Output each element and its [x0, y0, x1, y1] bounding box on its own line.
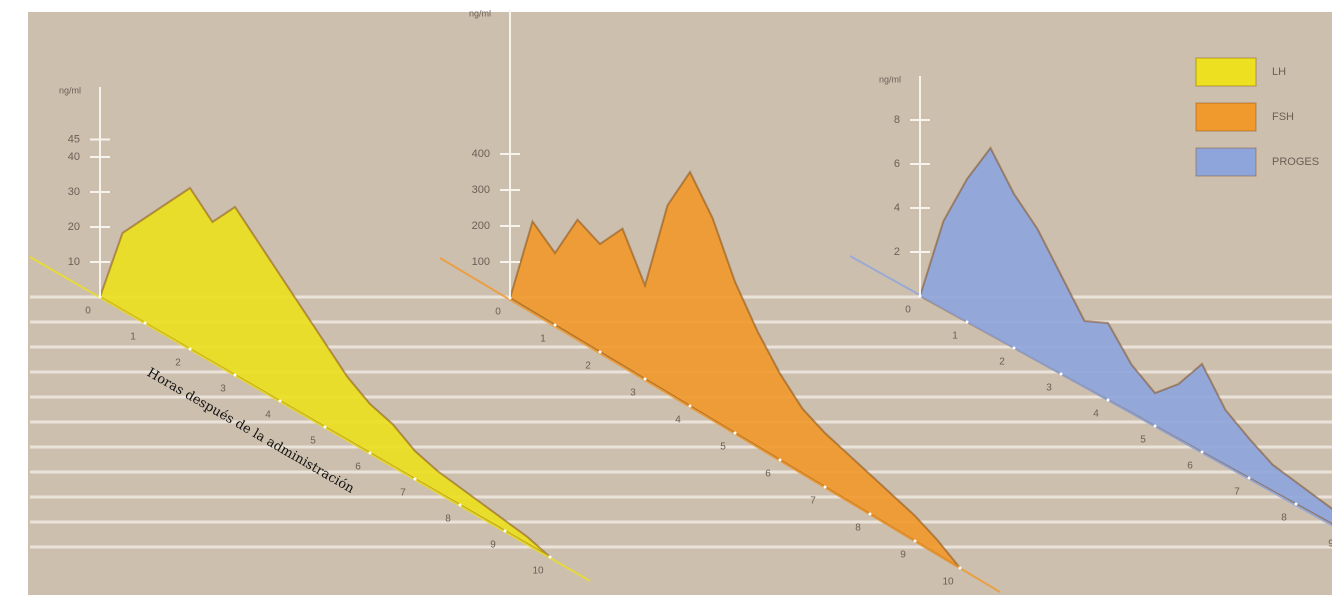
x-tick: [233, 373, 237, 377]
x-tick-label: 9: [900, 550, 906, 561]
x-tick-label: 0: [905, 305, 911, 316]
y-tick-label: 4: [894, 202, 900, 214]
x-tick: [548, 555, 552, 559]
area: [508, 170, 961, 569]
x-tick: [143, 321, 147, 325]
y-tick-label: 30: [68, 186, 80, 198]
x-tick-label: 0: [495, 307, 501, 318]
x-axis: [439, 257, 1001, 593]
x-tick-label: 5: [310, 436, 316, 447]
x-tick: [1200, 450, 1204, 454]
y-tick-label: 20: [68, 221, 80, 233]
x-tick-label: 8: [855, 523, 861, 534]
x-tick: [508, 296, 512, 300]
y-tick-label: 40: [68, 151, 80, 163]
x-tick-label: 4: [675, 415, 681, 426]
x-tick: [368, 451, 372, 455]
legend-label: FSH: [1272, 111, 1294, 123]
y-tick-label: 100: [472, 256, 490, 268]
x-tick: [643, 377, 647, 381]
x-tick: [958, 566, 962, 570]
x-tick-label: 10: [532, 566, 544, 577]
x-tick-label: 1: [540, 334, 546, 345]
y-tick-label: 45: [68, 133, 80, 145]
x-tick: [965, 320, 969, 324]
x-tick: [913, 539, 917, 543]
x-tick: [688, 404, 692, 408]
legend-label: PROGES: [1272, 156, 1319, 168]
x-tick: [598, 350, 602, 354]
x-tick-label: 9: [490, 540, 496, 551]
x-tick: [1059, 372, 1063, 376]
x-tick: [1012, 346, 1016, 350]
x-tick-label: 6: [765, 469, 771, 480]
x-tick-label: 9: [1328, 539, 1332, 550]
x-tick: [868, 512, 872, 516]
y-axis-label: ng/ml: [59, 85, 81, 95]
x-tick-label: 1: [130, 332, 136, 343]
x-tick-label: 3: [1046, 383, 1052, 394]
x-tick: [733, 431, 737, 435]
y-axis-label: ng/ml: [469, 8, 491, 18]
area: [98, 186, 551, 558]
y-tick-label: 200: [472, 220, 490, 232]
x-tick: [1247, 476, 1251, 480]
legend-swatch: [1195, 102, 1257, 132]
y-tick-label: 300: [472, 184, 490, 196]
x-tick: [278, 399, 282, 403]
legend-swatch: [1195, 57, 1257, 87]
x-tick: [413, 477, 417, 481]
x-tick: [1106, 398, 1110, 402]
x-tick-label: 3: [630, 388, 636, 399]
x-tick: [503, 529, 507, 533]
x-tick: [1153, 424, 1157, 428]
x-tick: [188, 347, 192, 351]
y-tick-label: 8: [894, 114, 900, 126]
y-axis-label: ng/ml: [879, 74, 901, 84]
x-tick-label: 5: [720, 442, 726, 453]
x-axis: [849, 255, 1332, 527]
x-tick: [323, 425, 327, 429]
x-tick-label: 3: [220, 384, 226, 395]
legend-label: LH: [1272, 66, 1286, 78]
x-tick-label: 1: [952, 331, 958, 342]
x-tick-label: 8: [445, 514, 451, 525]
x-tick-label: 10: [942, 577, 954, 588]
y-tick-label: 6: [894, 158, 900, 170]
x-tick-label: 7: [400, 488, 406, 499]
x-tick-label: 4: [1093, 409, 1099, 420]
x-tick-label: 7: [1234, 487, 1240, 498]
x-tick: [823, 485, 827, 489]
x-tick-label: 8: [1281, 513, 1287, 524]
x-tick: [458, 503, 462, 507]
x-tick-label: 2: [175, 358, 181, 369]
x-tick-label: 6: [355, 462, 361, 473]
x-tick: [553, 323, 557, 327]
x-tick: [778, 458, 782, 462]
x-tick-label: 4: [265, 410, 271, 421]
y-tick-label: 2: [894, 246, 900, 258]
y-tick-label: 400: [472, 148, 490, 160]
x-tick-label: 2: [999, 357, 1005, 368]
legend-swatch: [1195, 147, 1257, 177]
x-tick-label: 2: [585, 361, 591, 372]
y-tick-label: 10: [68, 256, 80, 268]
area: [918, 146, 1332, 526]
x-tick: [1294, 502, 1298, 506]
x-tick-label: 7: [810, 496, 816, 507]
x-axis: [29, 256, 591, 582]
x-tick: [98, 295, 102, 299]
x-tick-label: 6: [1187, 461, 1193, 472]
x-tick-label: 0: [85, 306, 91, 317]
x-tick-label: 5: [1140, 435, 1146, 446]
x-tick: [918, 294, 922, 298]
